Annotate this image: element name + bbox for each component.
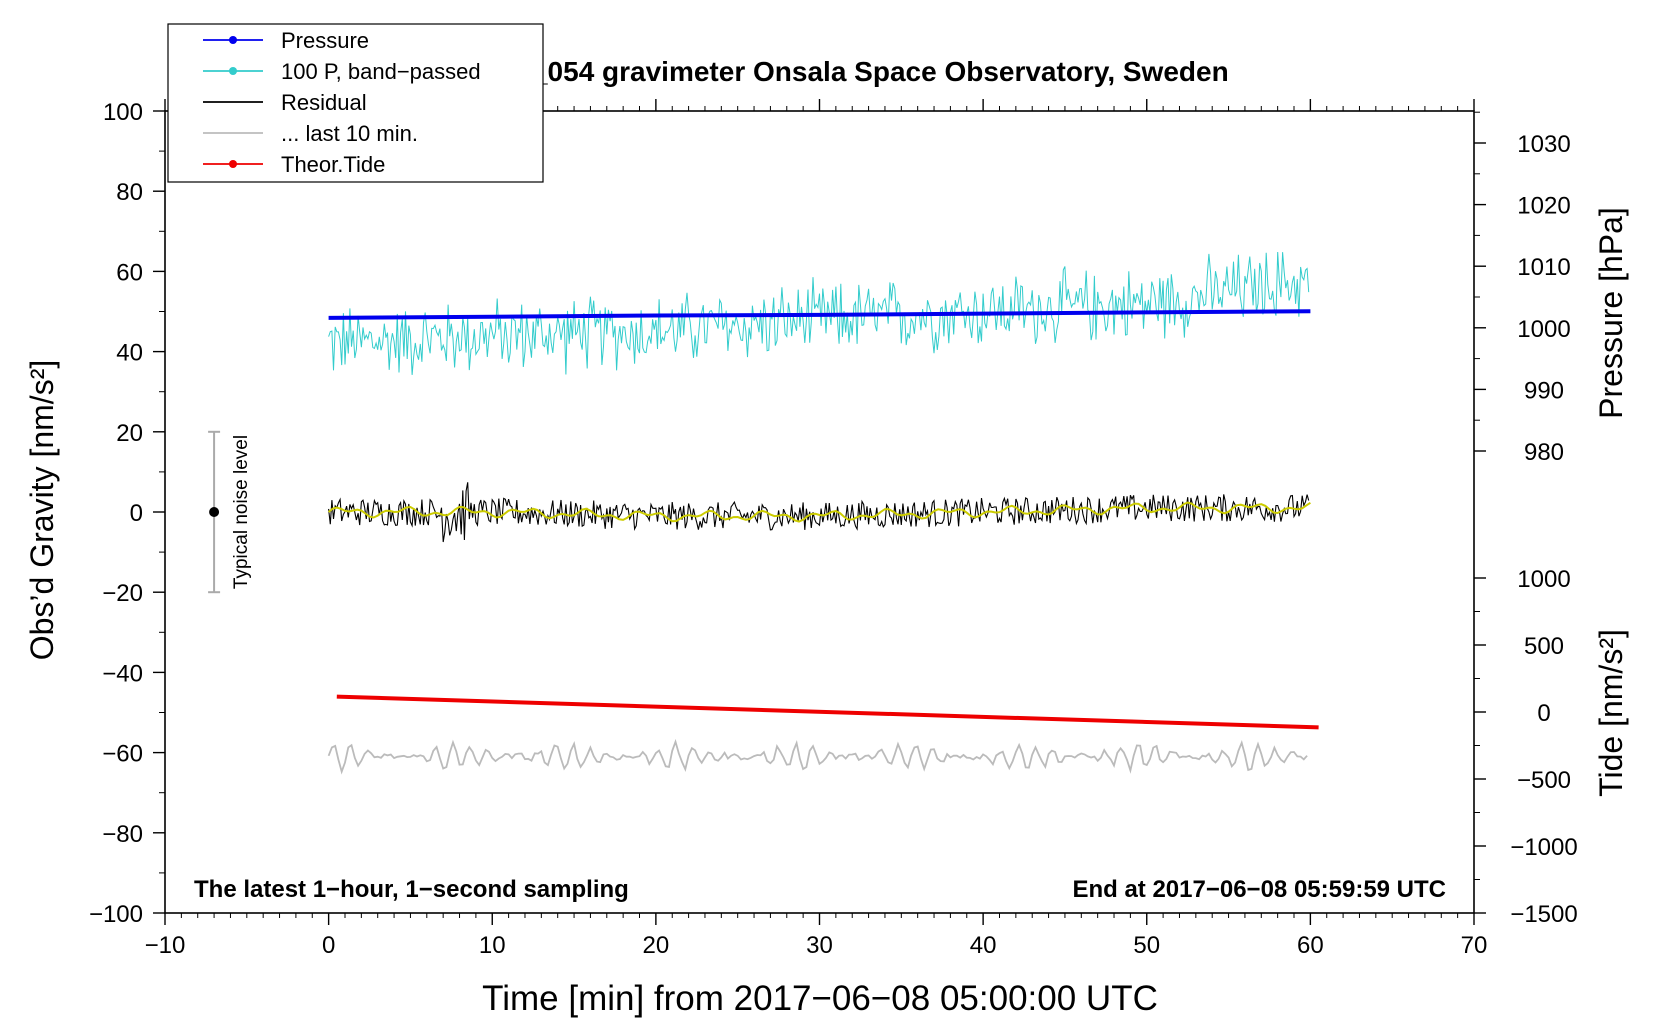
legend-box [167, 23, 544, 183]
noise-level-indicator: Typical noise level [208, 430, 252, 594]
x-tick-label: 20 [643, 932, 670, 959]
series-last-10-min [327, 738, 1308, 775]
y-tick-label: 100 [103, 99, 143, 126]
x-axis-label: Time [min] from 2017−06−08 05:00:00 UTC [482, 979, 1158, 1018]
annotation-bottom-right: End at 2017−06−08 05:59:59 UTC [1072, 876, 1446, 903]
legend-marker [229, 160, 237, 168]
legend-label: Residual [281, 90, 367, 115]
noise-level-dot [209, 507, 220, 517]
pressure-tick-label: 1020 [1517, 193, 1570, 220]
legend-marker [229, 36, 237, 44]
chart-title: SCG_054 gravimeter Onsala Space Observat… [471, 56, 1228, 87]
annotation-bottom-left: The latest 1−hour, 1−second sampling [194, 876, 629, 903]
series-residual-smoothed [327, 501, 1311, 523]
y-tick-label: −80 [102, 821, 143, 848]
tide-tick-label: −1500 [1510, 901, 1577, 928]
axis-ticks-group [153, 99, 1486, 925]
y-tick-label: 80 [116, 179, 143, 206]
legend: Pressure 100 P, band−passed Residual ... la… [167, 23, 544, 183]
y-tick-label: 0 [130, 500, 143, 527]
tide-tick-label: −500 [1517, 767, 1571, 794]
x-tick-label: 30 [806, 932, 833, 959]
y-tick-label: −100 [89, 901, 143, 928]
tide-tick-label: 500 [1524, 633, 1564, 660]
legend-label: Theor.Tide [281, 152, 385, 177]
pressure-tick-label: 990 [1524, 377, 1564, 404]
x-tick-label: 70 [1461, 932, 1488, 959]
legend-label: ... last 10 min. [281, 121, 418, 146]
x-tick-label: 40 [970, 932, 997, 959]
pressure-tick-label: 980 [1524, 439, 1564, 466]
tick-labels-group: −10 0 10 20 30 40 50 60 70100806040200−20−40−60−… [89, 99, 1578, 959]
x-tick-label: 10 [479, 932, 506, 959]
legend-items: Pressure 100 P, band−passed Residual ... la… [203, 28, 481, 177]
y-tick-label: −20 [102, 580, 143, 607]
y-tick-label: 20 [116, 420, 143, 447]
series-residual [328, 482, 1310, 543]
x-tick-label: 0 [322, 932, 335, 959]
plot-series-group [327, 251, 1319, 775]
x-tick-label: 60 [1297, 932, 1324, 959]
tide-tick-label: 1000 [1517, 566, 1570, 593]
series-theor-tide [336, 694, 1319, 730]
pressure-tick-label: 1030 [1517, 131, 1570, 158]
legend-label: 100 P, band−passed [281, 59, 481, 84]
tide-axis-label: Tide [nm/s²] [1593, 629, 1629, 797]
noise-level-label: Typical noise level [231, 435, 252, 589]
y-tick-label: 40 [116, 340, 143, 367]
legend-marker [229, 67, 237, 75]
y-tick-label: −60 [102, 741, 143, 768]
y-axis-label-left: Obs’d Gravity [nm/s²] [24, 360, 60, 661]
y-tick-label: −40 [102, 660, 143, 687]
x-tick-label: −10 [145, 932, 186, 959]
pressure-tick-label: 1000 [1517, 316, 1570, 343]
legend-label: Pressure [281, 28, 369, 53]
pressure-tick-label: 1010 [1517, 254, 1570, 281]
series-pressure [328, 309, 1311, 320]
x-tick-label: 50 [1133, 932, 1160, 959]
pressure-axis-label: Pressure [hPa] [1593, 207, 1629, 419]
tide-tick-label: −1000 [1510, 834, 1577, 861]
y-tick-label: 60 [116, 259, 143, 286]
series-band-passed [328, 251, 1310, 375]
tide-tick-label: 0 [1537, 700, 1550, 727]
